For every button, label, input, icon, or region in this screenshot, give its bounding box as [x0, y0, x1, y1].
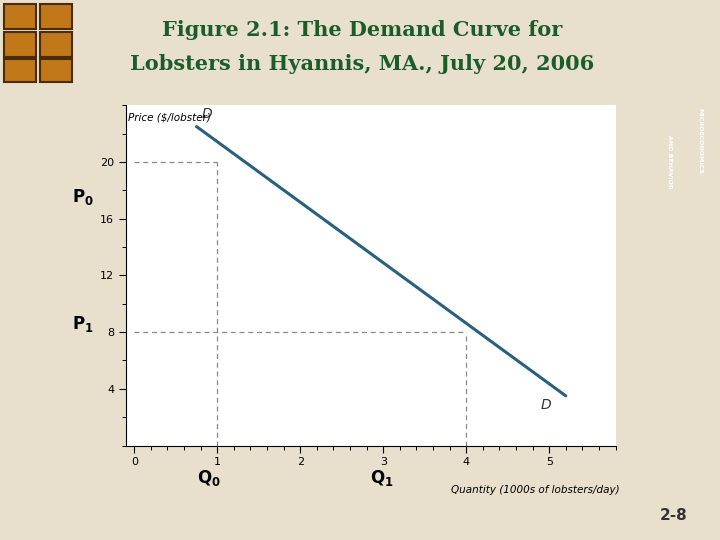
Text: Price ($/lobster): Price ($/lobster) [127, 112, 210, 123]
Text: Lobsters in Hyannis, MA., July 20, 2006: Lobsters in Hyannis, MA., July 20, 2006 [130, 54, 594, 74]
Bar [4, 59, 35, 82]
Text: $\mathbf{Q_1}$: $\mathbf{Q_1}$ [370, 468, 393, 488]
Text: Quantity (1000s of lobsters/day): Quantity (1000s of lobsters/day) [451, 485, 620, 495]
Text: $\mathbf{P_0}$: $\mathbf{P_0}$ [72, 187, 94, 207]
Text: 2-8: 2-8 [660, 508, 687, 523]
Text: AND BEHAVIOR: AND BEHAVIOR [667, 136, 672, 190]
Bar [40, 59, 72, 82]
Text: D: D [541, 397, 552, 411]
Bar [40, 4, 72, 29]
Text: D: D [202, 107, 212, 121]
Text: $\mathbf{Q_0}$: $\mathbf{Q_0}$ [197, 468, 221, 488]
Bar [4, 4, 35, 29]
Text: Figure 2.1: The Demand Curve for: Figure 2.1: The Demand Curve for [162, 21, 562, 40]
Text: $\mathbf{P_1}$: $\mathbf{P_1}$ [72, 314, 94, 334]
Bar [40, 32, 72, 57]
Bar [4, 32, 35, 57]
Text: MICROECONOMICS: MICROECONOMICS [698, 108, 702, 174]
